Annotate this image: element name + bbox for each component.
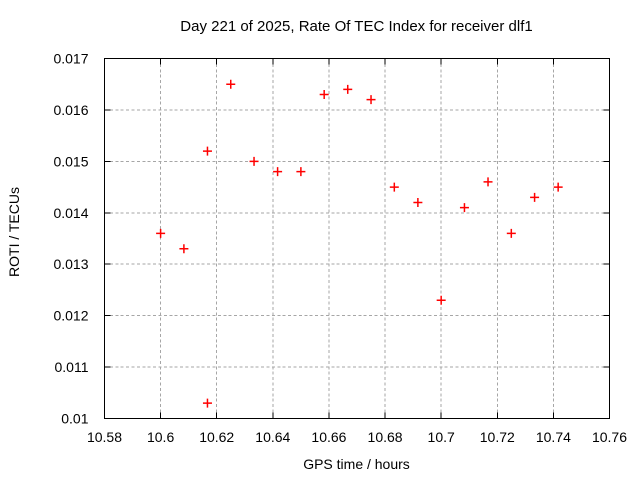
data-point	[319, 90, 329, 99]
plot-border	[104, 58, 610, 419]
data-point	[530, 192, 540, 202]
data-point	[553, 182, 563, 192]
data-point	[343, 84, 353, 94]
y-tick-label: 0.017	[53, 51, 88, 67]
y-axis-label: ROTI / TECUs	[6, 187, 22, 277]
data-point	[389, 182, 399, 192]
data-point	[202, 146, 212, 156]
x-tick-label: 10.68	[368, 429, 403, 445]
x-tick-label: 10.7	[428, 429, 455, 445]
data-point	[226, 79, 236, 89]
data-point	[506, 228, 516, 238]
chart-title: Day 221 of 2025, Rate Of TEC Index for r…	[180, 18, 533, 35]
data-point	[483, 177, 493, 187]
x-tick-label: 10.72	[480, 429, 515, 445]
y-tick-label: 0.011	[55, 359, 89, 375]
x-tick-label: 10.74	[536, 429, 571, 445]
x-axis-label: GPS time / hours	[303, 456, 410, 472]
x-tick-label: 10.66	[311, 429, 346, 445]
data-point	[436, 295, 446, 305]
data-point	[202, 398, 212, 408]
data-point	[459, 203, 469, 213]
y-tick-label: 0.014	[53, 205, 88, 221]
x-tick-label: 10.64	[255, 429, 290, 445]
data-point	[273, 167, 283, 177]
x-tick-label: 10.6	[147, 429, 174, 445]
x-tick-label: 10.76	[592, 429, 627, 445]
data-point	[179, 244, 189, 254]
data-point	[156, 228, 166, 238]
data-point	[249, 156, 259, 166]
data-point	[366, 95, 376, 105]
data-point	[296, 167, 306, 177]
y-tick-label: 0.01	[61, 411, 88, 427]
data-point	[413, 198, 423, 207]
x-tick-label: 10.58	[87, 429, 122, 445]
y-tick-label: 0.012	[53, 308, 88, 324]
y-tick-label: 0.015	[53, 153, 88, 169]
y-tick-label: 0.016	[53, 102, 88, 118]
x-tick-label: 10.62	[199, 429, 234, 445]
y-tick-label: 0.013	[53, 256, 88, 272]
